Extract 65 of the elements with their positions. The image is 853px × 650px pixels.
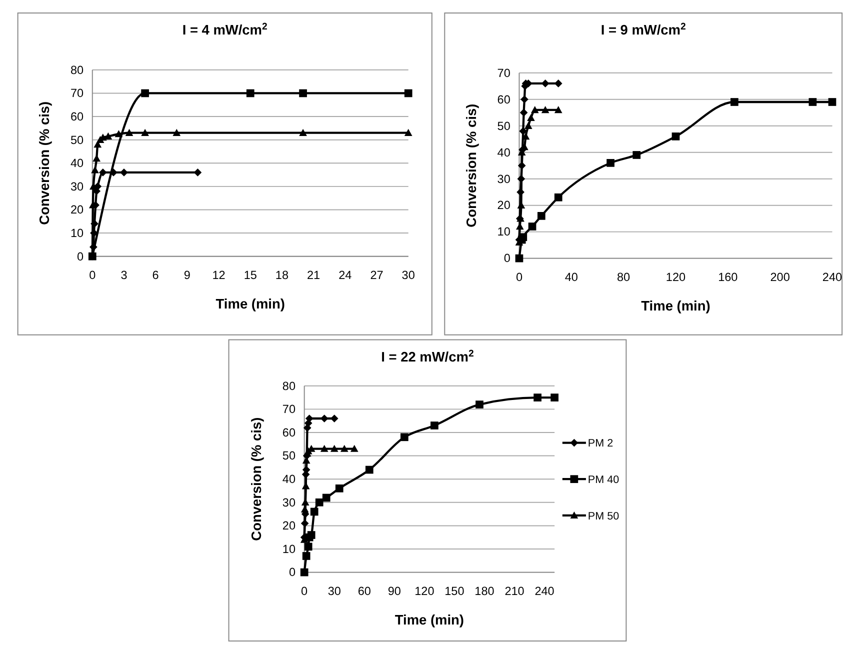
- y-tick-label: 50: [70, 134, 84, 147]
- y-tick-label: 40: [70, 157, 84, 170]
- x-tick-label: 27: [370, 268, 384, 282]
- legend-label: PM 50: [588, 510, 620, 522]
- x-tick-label: 90: [388, 584, 402, 598]
- x-tick-label: 180: [474, 584, 495, 598]
- legend-label: PM 40: [588, 474, 620, 486]
- y-tick-label: 20: [70, 204, 84, 217]
- y-axis-title: Conversion (% cis): [464, 104, 480, 228]
- x-tick-label: 240: [534, 584, 555, 598]
- x-tick-label: 120: [666, 270, 686, 284]
- x-tick-label: 0: [89, 268, 96, 282]
- y-tick-label: 60: [282, 426, 296, 440]
- x-tick-label: 18: [275, 268, 289, 282]
- x-tick-label: 160: [718, 270, 738, 284]
- x-tick-label: 12: [212, 268, 226, 282]
- y-tick-label: 0: [504, 252, 511, 266]
- x-tick-label: 60: [358, 584, 372, 598]
- y-tick-label: 30: [497, 172, 511, 186]
- x-tick-label: 6: [152, 268, 160, 282]
- legend-label: PM 2: [588, 438, 614, 450]
- y-tick-label: 70: [70, 87, 84, 100]
- y-tick-label: 20: [497, 199, 511, 212]
- x-tick-label: 15: [244, 268, 258, 282]
- x-tick-label: 80: [617, 270, 631, 284]
- x-tick-label: 0: [301, 584, 308, 598]
- y-tick-label: 70: [497, 66, 511, 80]
- y-tick-label: 60: [70, 110, 84, 124]
- x-tick-label: 40: [564, 270, 578, 284]
- x-axis-title: Time (min): [641, 298, 710, 314]
- y-tick-label: 10: [497, 226, 511, 239]
- y-tick-label: 0: [77, 250, 84, 264]
- x-axis-title: Time (min): [394, 612, 464, 628]
- y-tick-label: 30: [282, 496, 296, 510]
- y-axis-title: Conversion (% cis): [37, 101, 52, 225]
- chart-title: I = 9 mW/cm$^{2}$: [600, 21, 686, 38]
- x-tick-label: 24: [338, 268, 352, 282]
- x-tick-label: 30: [402, 268, 416, 282]
- x-tick-label: 30: [328, 584, 342, 598]
- y-tick-label: 60: [497, 93, 511, 106]
- y-tick-label: 50: [282, 450, 296, 463]
- x-tick-label: 240: [822, 270, 843, 284]
- y-tick-label: 50: [497, 120, 511, 133]
- y-tick-label: 10: [282, 542, 296, 556]
- x-tick-label: 9: [184, 268, 190, 282]
- x-tick-label: 200: [770, 270, 790, 284]
- x-axis-title: Time (min): [216, 296, 285, 312]
- x-tick-label: 120: [414, 584, 435, 598]
- y-axis-title: Conversion (% cis): [249, 417, 264, 541]
- y-tick-label: 30: [70, 180, 84, 194]
- x-tick-label: 21: [307, 268, 320, 282]
- y-tick-label: 40: [282, 473, 296, 486]
- y-tick-label: 80: [70, 64, 84, 77]
- y-tick-label: 80: [282, 380, 296, 393]
- x-tick-label: 0: [516, 270, 523, 284]
- y-tick-label: 0: [288, 566, 296, 580]
- y-tick-label: 10: [70, 226, 84, 240]
- y-tick-label: 20: [282, 520, 296, 533]
- chart-title: I = 4 mW/cm$^{2}$: [182, 21, 268, 38]
- y-tick-label: 40: [497, 146, 511, 160]
- chart-title: I = 22 mW/cm$^{2}$: [381, 348, 474, 364]
- x-tick-label: 3: [120, 268, 128, 282]
- y-tick-label: 70: [282, 403, 296, 416]
- x-tick-label: 150: [444, 584, 465, 598]
- x-tick-label: 210: [504, 584, 525, 598]
